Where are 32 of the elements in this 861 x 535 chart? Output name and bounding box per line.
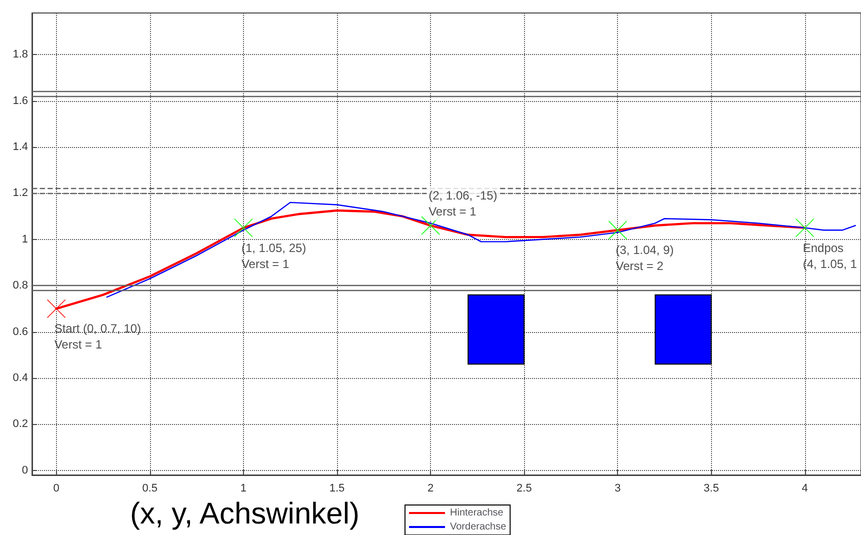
x-tick-label: 4 <box>802 482 808 494</box>
y-tick-label: 0.8 <box>12 280 28 292</box>
y-tick-label: 0 <box>22 464 28 476</box>
y-tick-label: 0.4 <box>12 372 28 384</box>
line-series <box>106 202 856 298</box>
y-tick-label: 1.8 <box>12 48 28 61</box>
y-tick-label: 1.6 <box>12 94 28 107</box>
x-tick-label: 2.5 <box>516 482 532 494</box>
x-tick-label: 3 <box>614 482 621 494</box>
point <box>608 220 628 240</box>
x-tick-label: 1.5 <box>329 482 345 494</box>
point <box>795 218 814 238</box>
annotation: (2, 1.06, -15) Verst = 1 <box>428 188 498 219</box>
point <box>46 299 66 318</box>
y-tick-label: 1.2 <box>12 187 28 200</box>
x-tick-label: 2 <box>428 482 434 494</box>
y-tick-label: 1 <box>22 233 28 246</box>
annotation: Endpos (4, 1.05, 1 <box>802 240 858 271</box>
x-tick-label: 0 <box>53 482 60 494</box>
text: (x, y, Achswinkel) <box>130 498 360 530</box>
x-tick-label: 0.5 <box>142 482 158 494</box>
y-tick-label: 0.6 <box>12 326 28 338</box>
legend-label: Vorderachse <box>450 522 507 532</box>
x-tick-label: 1 <box>240 482 247 494</box>
legend-label: Hinterachse <box>450 508 504 518</box>
point <box>234 218 253 238</box>
annotation: Start (0, 0.7, 10) Verst = 1 <box>54 322 142 352</box>
y-tick-label: 0.2 <box>12 418 28 430</box>
annotation: (3, 1.04, 9) Verst = 2 <box>616 243 674 274</box>
x-tick-label: 3.5 <box>704 482 719 494</box>
y-tick-label: 1.4 <box>12 140 28 153</box>
annotation: (1, 1.05, 25) Verst = 1 <box>241 240 306 271</box>
